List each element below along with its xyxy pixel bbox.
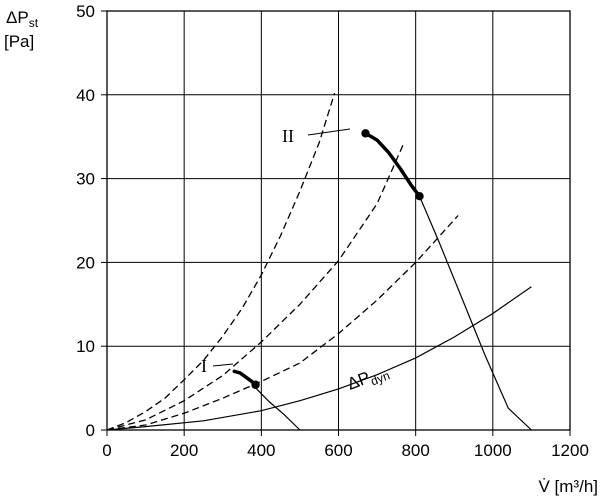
x-tick-label: 1200 [551,441,589,460]
grid: 0 200 400 600 800 1000 1200 0 10 20 30 40 50 [76,2,589,460]
x-tick-label: 200 [170,441,198,460]
x-tick-label: 800 [401,441,429,460]
series-line-i [234,370,301,431]
curve-label-II: II [282,126,294,146]
series-group [106,92,532,431]
plot-frame [106,10,571,431]
operating-point [361,129,370,138]
svg-text:ΔPst: ΔPst [6,8,39,30]
operating-range-II [363,131,422,198]
y-axis-title-main: ΔP [6,8,29,27]
x-tick-label: 400 [247,441,275,460]
y-tick-label: 10 [76,337,95,356]
label-I-leader [212,363,234,367]
operating-point [251,380,260,389]
x-tick-label: 600 [324,441,352,460]
series-line-ii [365,132,532,431]
system-curve-3 [106,215,459,431]
system-curve-1 [106,92,336,431]
label-group: ΔPst [Pa] V̇ [m³/h] II I ΔPdyn [4,8,598,496]
operating-point [415,191,424,201]
y-tick-label: 50 [76,2,95,21]
curve-label-dyn-sub: dyn [369,368,392,388]
system-curve-2 [106,142,405,431]
series-line-dyn [106,286,532,431]
y-axis-title: ΔPst [Pa] [4,8,39,51]
y-tick-label: 40 [76,86,95,105]
x-tick-label: 1000 [474,441,512,460]
y-tick-label: 0 [86,421,95,440]
y-tick-label: 20 [76,253,95,272]
x-tick-label: 0 [102,441,111,460]
curve-label-dyn: ΔPdyn [345,361,392,397]
y-axis-unit: [Pa] [4,32,34,51]
y-tick-label: 30 [76,170,95,189]
curve-label-I: I [201,356,207,376]
y-axis-title-sub: st [29,16,39,30]
x-axis-title: V̇ [m³/h] [538,477,598,496]
curve-label-dyn-main: ΔP [345,368,373,394]
label-II-leader [307,128,351,136]
